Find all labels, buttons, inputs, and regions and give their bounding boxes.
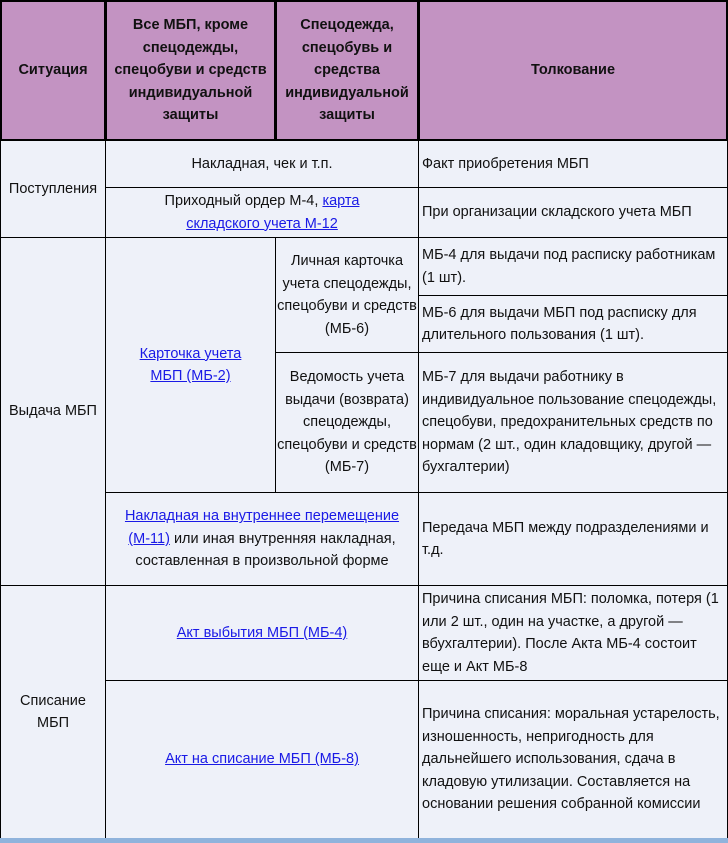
issue-int-mb4: МБ-4 для выдачи под расписку работникам … — [418, 237, 728, 296]
m11-link[interactable]: Накладная на внутреннее перемещение (М-1… — [124, 508, 400, 547]
int-transfer-text: Передача МБП между подразделениями и т.д… — [422, 519, 709, 559]
mb4-act-link[interactable]: Акт выбытия МБП (МБ-4) — [176, 624, 348, 641]
header-special-text: Спецодежда, спецобувь и средства индивид… — [285, 17, 409, 124]
m12-link[interactable]: карта складского учета М-12 — [186, 193, 360, 232]
issue-int-transfer: Передача МБП между подразделениями и т.д… — [418, 492, 728, 586]
header-special: Спецодежда, спецобувь и средства индивид… — [275, 0, 419, 141]
situation-issue-text: Выдача МБП — [9, 403, 97, 420]
header-all-mbp: Все МБП, кроме спецодежды, спецобуви и с… — [105, 0, 276, 141]
int-mb6-text: МБ-6 для выдачи МБП под расписку для дли… — [422, 304, 697, 344]
header-all-mbp-text: Все МБП, кроме спецодежды, спецобуви и с… — [114, 17, 267, 124]
issue-statement: Ведомость учета выдачи (возврата) спецод… — [275, 352, 419, 493]
situation-receipt: Поступления — [0, 140, 106, 238]
situation-issue: Выдача МБП — [0, 237, 106, 586]
header-interpretation: Толкование — [418, 0, 728, 141]
receipt-doc2-text: Приходный ордер М-4, — [164, 193, 323, 209]
writeoff-int1-text: Причина списания МБП: поломка, потеря (1… — [422, 591, 719, 675]
receipt-int2-text: При организации складского учета МБП — [422, 204, 692, 221]
header-situation-text: Ситуация — [18, 62, 88, 79]
statement-text: Ведомость учета выдачи (возврата) спецод… — [277, 369, 417, 476]
header-situation: Ситуация — [0, 0, 106, 141]
issue-transfer: Накладная на внутреннее перемещение (М-1… — [105, 492, 419, 586]
receipt-doc1-text: Накладная, чек и т.п. — [191, 155, 333, 172]
receipt-int1: Факт приобретения МБП — [418, 140, 728, 188]
writeoff-int2: Причина списания: моральная устарелость,… — [418, 680, 728, 839]
mb8-act-link[interactable]: Акт на списание МБП (МБ-8) — [165, 751, 359, 768]
bottom-border — [0, 838, 728, 843]
personal-card-text: Личная карточка учета спецодежды, спецоб… — [277, 253, 417, 337]
issue-card: Карточка учета МБП (МБ-2) — [105, 237, 276, 493]
mb2-link[interactable]: Карточка учета МБП (МБ-2) — [139, 345, 242, 385]
receipt-doc2: Приходный ордер М-4, карта складского уч… — [105, 187, 419, 238]
header-interpretation-text: Толкование — [530, 62, 616, 79]
situation-writeoff-text: Списание МБП — [20, 692, 86, 732]
writeoff-int2-text: Причина списания: моральная устарелость,… — [422, 706, 720, 813]
transfer-text: или иная внутренняя накладная, составлен… — [135, 530, 396, 570]
situation-receipt-text: Поступления — [8, 180, 98, 197]
issue-personal-card: Личная карточка учета спецодежды, спецоб… — [275, 237, 419, 353]
receipt-int1-text: Факт приобретения МБП — [422, 155, 589, 172]
writeoff-act2: Акт на списание МБП (МБ-8) — [105, 680, 419, 839]
situation-writeoff: Списание МБП — [0, 585, 106, 839]
issue-int-mb7: МБ-7 для выдачи работнику в индивидуальн… — [418, 352, 728, 493]
receipt-doc1: Накладная, чек и т.п. — [105, 140, 419, 188]
issue-int-mb6: МБ-6 для выдачи МБП под расписку для дли… — [418, 295, 728, 353]
int-mb4-text: МБ-4 для выдачи под расписку работникам … — [422, 247, 716, 286]
receipt-int2: При организации складского учета МБП — [418, 187, 728, 238]
writeoff-act1: Акт выбытия МБП (МБ-4) — [105, 585, 419, 681]
int-mb7-text: МБ-7 для выдачи работнику в индивидуальн… — [422, 369, 717, 476]
writeoff-int1: Причина списания МБП: поломка, потеря (1… — [418, 585, 728, 681]
